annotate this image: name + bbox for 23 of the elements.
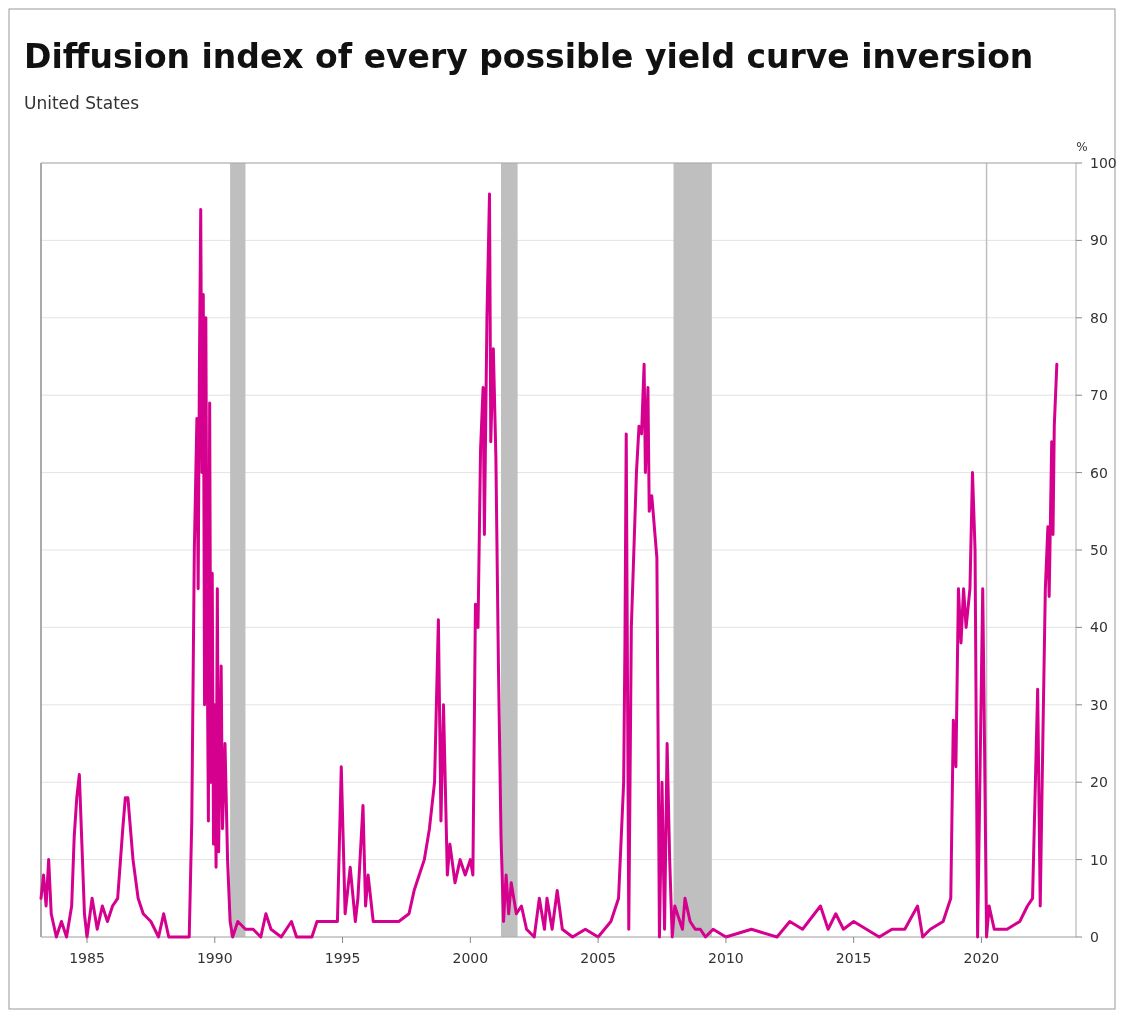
- y-tick-label: 0: [1090, 928, 1099, 945]
- y-tick-label: 50: [1090, 541, 1108, 558]
- y-tick-label: 60: [1090, 464, 1108, 481]
- x-tick-label: 2005: [580, 950, 616, 966]
- x-tick-label: 1985: [69, 950, 105, 966]
- y-tick-label: 10: [1090, 851, 1108, 868]
- x-tick-label: 2015: [835, 950, 872, 966]
- x-tick-label: 2020: [963, 950, 1000, 966]
- y-tick-label: 40: [1090, 619, 1108, 636]
- y-tick-label: 100: [1090, 154, 1117, 171]
- line-series: [39, 192, 1059, 939]
- y-tick-label: 20: [1090, 774, 1108, 791]
- y-tick-label: 30: [1090, 696, 1108, 713]
- chart-title: Diffusion index of every possible yield curve inversion: [24, 37, 1034, 76]
- y-tick-label: 90: [1090, 232, 1108, 249]
- x-tick-label: 2000: [452, 950, 489, 966]
- y-tick-label: 70: [1090, 387, 1108, 404]
- x-tick-label: 2010: [708, 950, 744, 966]
- y-axis-title: %: [1076, 140, 1088, 154]
- chart-subtitle: United States: [24, 93, 140, 113]
- x-tick-label: 1990: [196, 950, 233, 966]
- x-tick-label: 1995: [324, 950, 361, 966]
- y-tick-label: 80: [1090, 309, 1108, 326]
